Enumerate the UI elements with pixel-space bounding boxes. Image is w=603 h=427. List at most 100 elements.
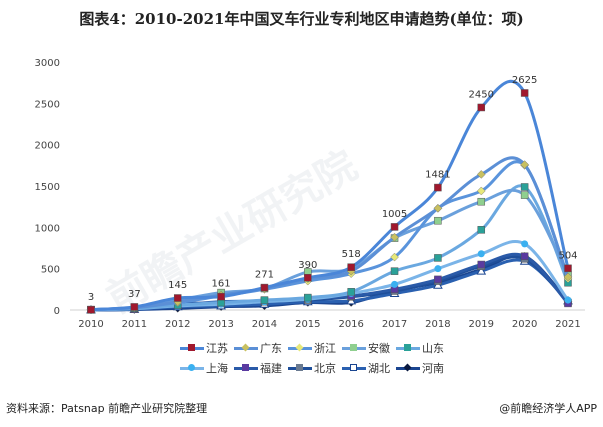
legend-swatch — [180, 363, 204, 371]
chart-title: 图表4：2010-2021年中国叉车行业专利地区申请趋势(单位：项) — [79, 10, 524, 28]
data-point — [477, 197, 486, 206]
legend-row: 上海 福建 北京 湖北 河南 — [180, 358, 480, 378]
legend-label: 湖北 — [368, 362, 390, 375]
legend: 江苏 广东 浙江 安徽 山东上海 福建 北京 湖北 河南 — [180, 338, 480, 378]
y-tick-label: 2500 — [35, 99, 60, 110]
x-tick-label: 2010 — [78, 319, 103, 330]
data-point — [390, 267, 399, 275]
legend-label: 北京 — [314, 362, 336, 375]
legend-label: 安徽 — [368, 342, 390, 355]
legend-swatch — [180, 343, 204, 351]
legend-swatch — [234, 363, 258, 371]
x-tick-label: 2014 — [252, 319, 277, 330]
legend-item[interactable]: 安徽 — [342, 340, 390, 356]
data-point — [434, 216, 442, 225]
data-label: 1005 — [382, 209, 407, 220]
data-point — [563, 272, 573, 282]
x-tick-label: 2012 — [165, 319, 190, 330]
x-tick-label: 2011 — [122, 319, 147, 330]
legend-swatch — [396, 343, 420, 351]
data-point — [564, 296, 572, 304]
data-point — [476, 186, 486, 196]
data-point — [173, 294, 182, 302]
legend-label: 浙江 — [314, 342, 336, 355]
data-point — [260, 296, 269, 304]
data-point — [564, 264, 572, 273]
data-point — [520, 183, 529, 191]
data-point — [260, 283, 269, 292]
data-point — [434, 265, 442, 273]
data-point — [477, 226, 486, 234]
legend-label: 山东 — [422, 342, 444, 355]
data-point — [520, 252, 529, 261]
data-label: 3 — [88, 292, 94, 303]
series-line — [90, 160, 570, 312]
x-tick-label: 2013 — [208, 319, 233, 330]
data-point — [433, 203, 443, 213]
data-point — [390, 223, 399, 231]
data-point — [217, 292, 225, 301]
y-tick-label: 2000 — [35, 141, 60, 152]
data-label: 37 — [128, 289, 141, 300]
data-point — [476, 266, 487, 275]
legend-swatch — [342, 363, 366, 371]
x-tick-label: 2017 — [382, 319, 407, 330]
legend-row: 江苏 广东 浙江 安徽 山东 — [180, 338, 480, 358]
source-note: 资料来源：Patsnap 前瞻产业研究院整理 — [6, 402, 208, 415]
legend-item[interactable]: 浙江 — [288, 340, 336, 356]
data-point — [434, 183, 442, 192]
legend-label: 河南 — [422, 362, 444, 375]
legend-item[interactable]: 广东 — [234, 340, 282, 356]
legend-swatch — [288, 343, 312, 351]
x-tick-label: 2021 — [555, 319, 580, 330]
brand-label: @前瞻经济学人APP — [499, 402, 597, 415]
data-label: 2450 — [469, 89, 494, 100]
legend-swatch — [234, 343, 258, 351]
data-point — [130, 303, 139, 311]
legend-item[interactable]: 江苏 — [180, 340, 228, 356]
data-point — [520, 160, 529, 169]
data-point — [391, 280, 399, 288]
legend-item[interactable]: 上海 — [180, 360, 228, 376]
data-label: 504 — [558, 250, 577, 261]
data-point — [390, 232, 399, 242]
legend-item[interactable]: 山东 — [396, 340, 444, 356]
x-tick-label: 2019 — [469, 319, 494, 330]
x-tick-label: 2020 — [512, 319, 537, 330]
data-point — [87, 306, 95, 314]
data-point — [304, 274, 312, 282]
data-point — [434, 275, 442, 284]
y-tick-label: 1000 — [35, 223, 60, 234]
data-point — [520, 89, 529, 97]
x-tick-label: 2018 — [425, 319, 450, 330]
legend-label: 广东 — [260, 342, 282, 355]
data-label: 145 — [168, 280, 187, 291]
data-point — [476, 170, 486, 179]
data-label: 2625 — [512, 75, 537, 86]
legend-item[interactable]: 湖北 — [342, 360, 390, 376]
data-point — [521, 240, 529, 248]
data-point — [304, 293, 312, 302]
data-point — [520, 191, 529, 199]
legend-item[interactable]: 河南 — [396, 360, 444, 376]
y-tick-label: 0 — [54, 306, 60, 317]
data-point — [347, 288, 355, 296]
legend-swatch — [288, 363, 312, 371]
data-label: 161 — [212, 279, 231, 290]
y-tick-label: 3000 — [35, 58, 60, 69]
data-label: 390 — [298, 260, 317, 271]
legend-item[interactable]: 福建 — [234, 360, 282, 376]
data-point — [390, 252, 399, 262]
data-label: 518 — [342, 249, 361, 260]
legend-item[interactable]: 北京 — [288, 360, 336, 376]
data-point — [347, 263, 355, 271]
x-tick-label: 2016 — [338, 319, 363, 330]
data-point — [434, 254, 442, 262]
legend-label: 江苏 — [206, 342, 228, 355]
data-point — [477, 250, 485, 258]
data-point — [477, 103, 486, 112]
data-label: 271 — [255, 270, 274, 281]
y-tick-label: 1500 — [35, 182, 60, 193]
